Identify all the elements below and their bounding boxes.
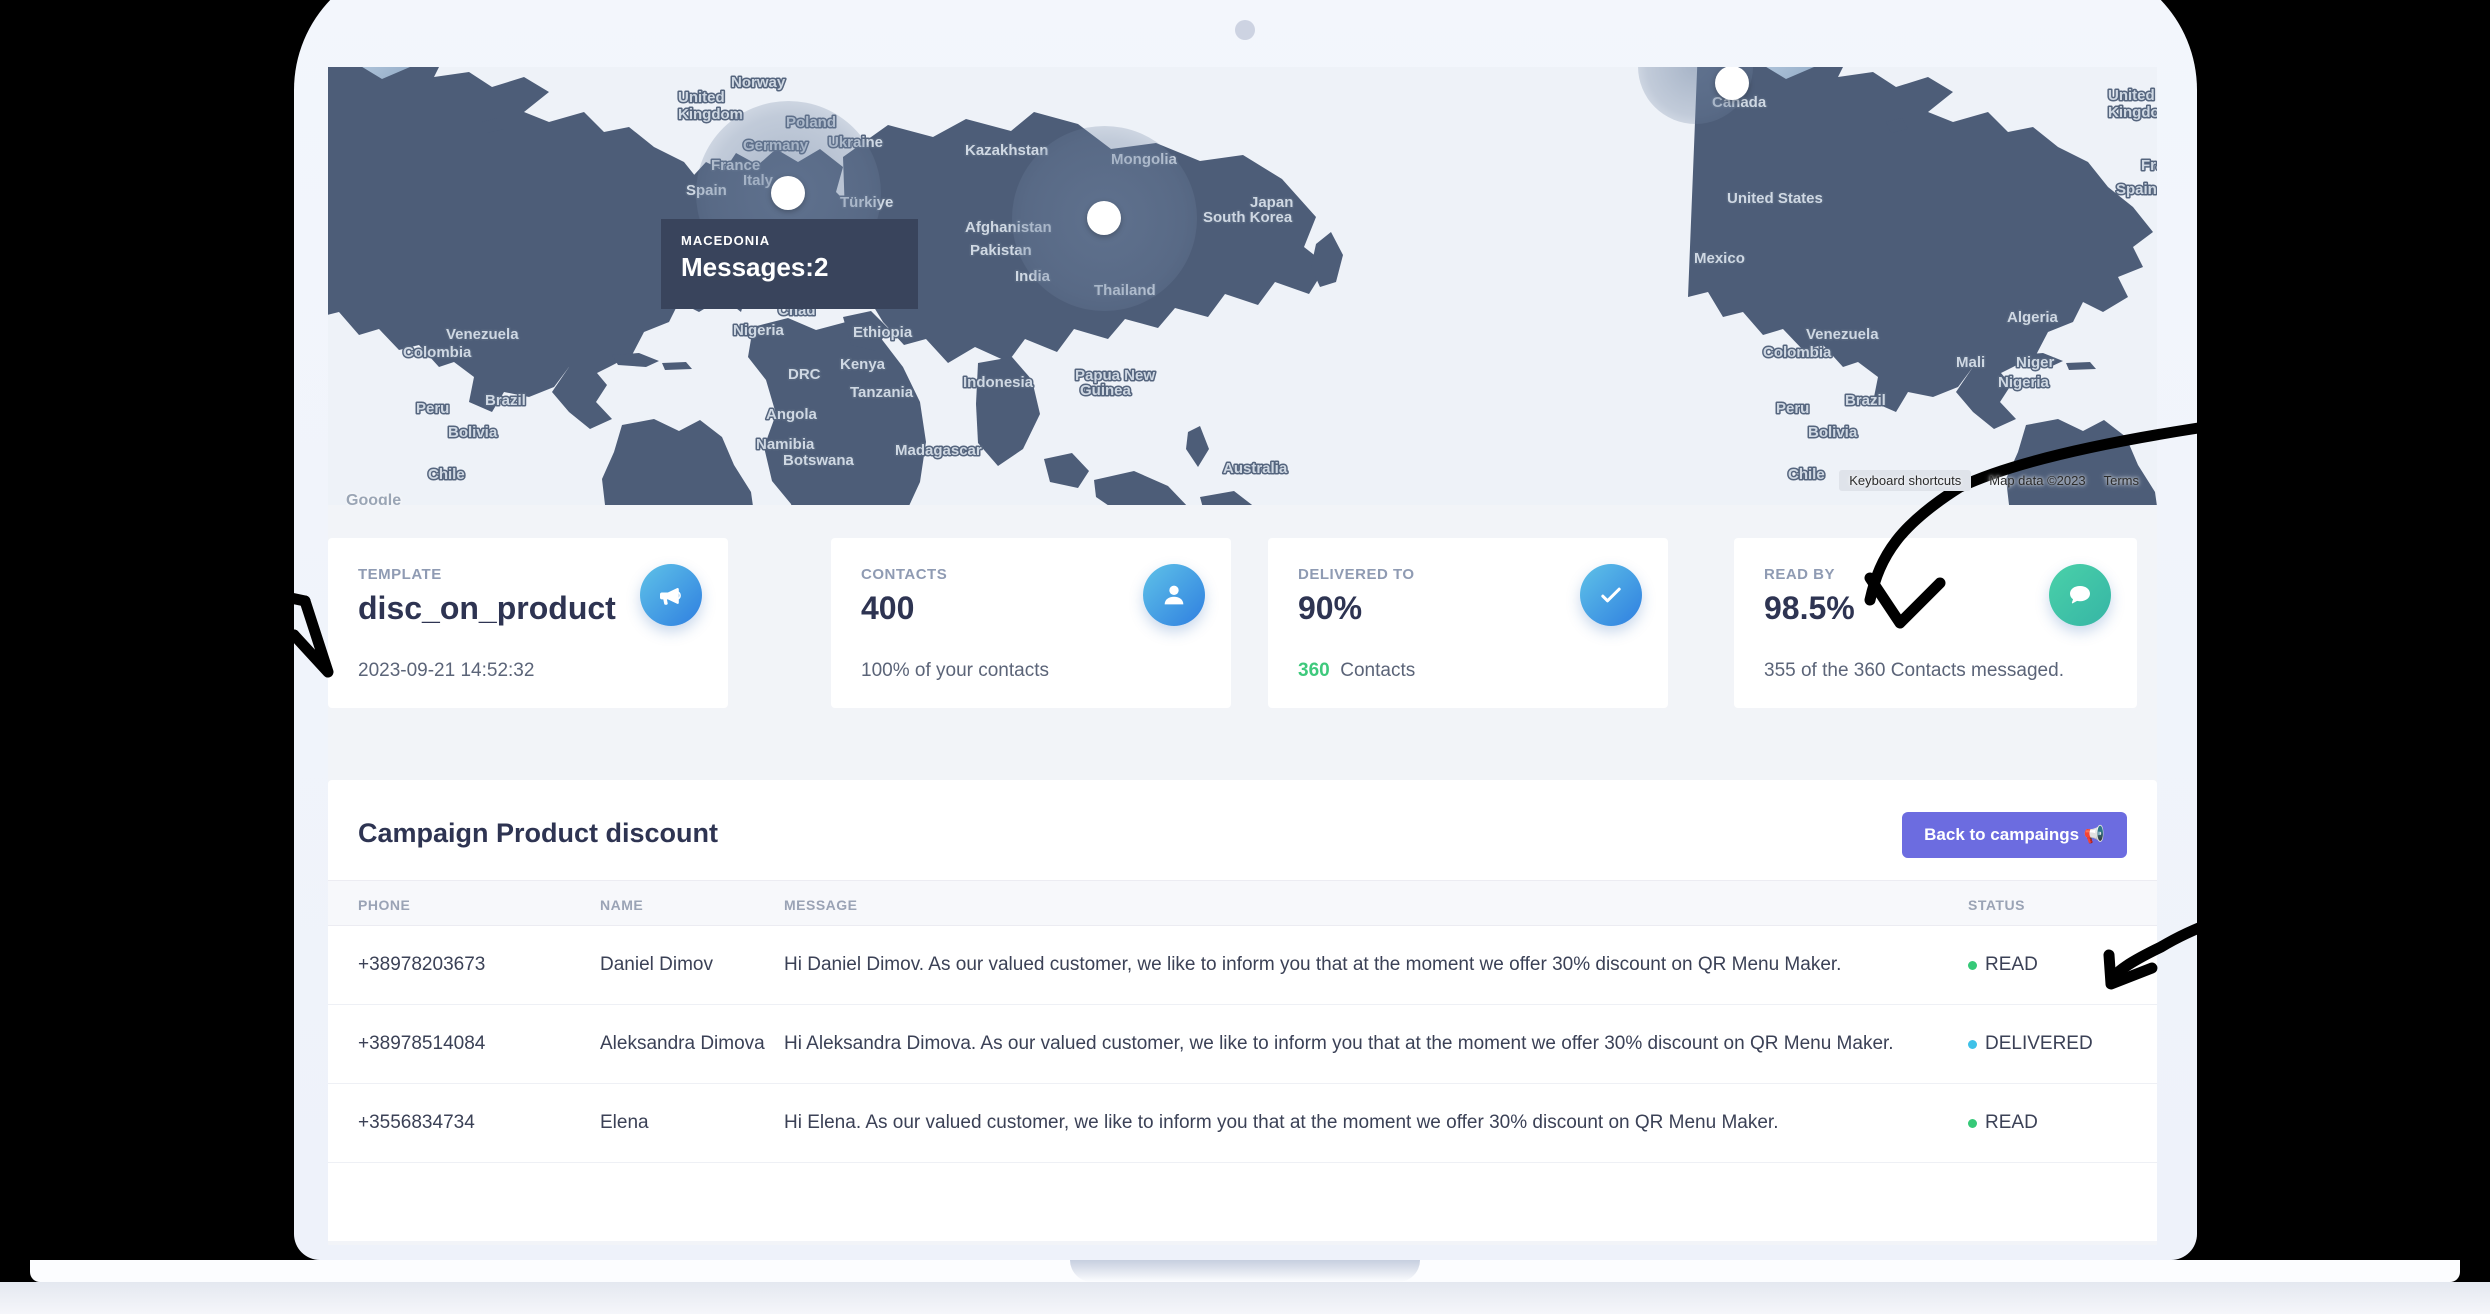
svg-text:Bolivia: Bolivia <box>448 424 498 441</box>
svg-text:Norway: Norway <box>731 74 786 91</box>
svg-text:Mexico: Mexico <box>1694 250 1745 267</box>
svg-text:Peru: Peru <box>1776 400 1809 417</box>
svg-text:Colombia: Colombia <box>403 344 472 361</box>
svg-text:Nigeria: Nigeria <box>1998 374 2050 391</box>
svg-text:United: United <box>2108 87 2155 104</box>
svg-text:Chile: Chile <box>428 466 465 483</box>
svg-text:Algeria: Algeria <box>2007 309 2059 326</box>
svg-text:Kenya: Kenya <box>840 356 886 373</box>
svg-text:Australia: Australia <box>1223 460 1288 477</box>
svg-text:Niger: Niger <box>2016 354 2055 371</box>
svg-text:Venezuela: Venezuela <box>1806 326 1879 343</box>
svg-text:Brazil: Brazil <box>485 392 526 409</box>
svg-text:Bolivia: Bolivia <box>1808 424 1858 441</box>
svg-text:Guinea: Guinea <box>1080 382 1132 399</box>
svg-text:Ethiopia: Ethiopia <box>853 324 913 341</box>
svg-text:Madagascar: Madagascar <box>895 442 982 459</box>
svg-text:Google: Google <box>346 492 401 505</box>
svg-text:Spain: Spain <box>2116 181 2157 198</box>
svg-text:DRC: DRC <box>788 366 821 383</box>
svg-text:Brazil: Brazil <box>1845 392 1886 409</box>
svg-text:Indonesia: Indonesia <box>963 374 1034 391</box>
svg-text:Tanzania: Tanzania <box>850 384 914 401</box>
svg-text:France: France <box>2141 157 2157 174</box>
svg-text:Venezuela: Venezuela <box>446 326 519 343</box>
svg-text:Peru: Peru <box>416 400 449 417</box>
svg-text:Namibia: Namibia <box>756 436 815 453</box>
svg-text:Botswana: Botswana <box>783 452 855 469</box>
svg-text:United States: United States <box>1727 190 1823 207</box>
svg-text:Angola: Angola <box>766 406 817 423</box>
svg-text:Nigeria: Nigeria <box>733 322 785 339</box>
svg-text:Colombia: Colombia <box>1763 344 1832 361</box>
svg-text:United: United <box>678 89 725 106</box>
svg-text:Mali: Mali <box>1956 354 1985 371</box>
svg-text:Chile: Chile <box>1788 466 1825 483</box>
svg-text:c: c <box>270 364 290 415</box>
svg-text:South Korea: South Korea <box>1203 209 1293 226</box>
svg-text:Kingdom: Kingdom <box>2108 104 2157 121</box>
